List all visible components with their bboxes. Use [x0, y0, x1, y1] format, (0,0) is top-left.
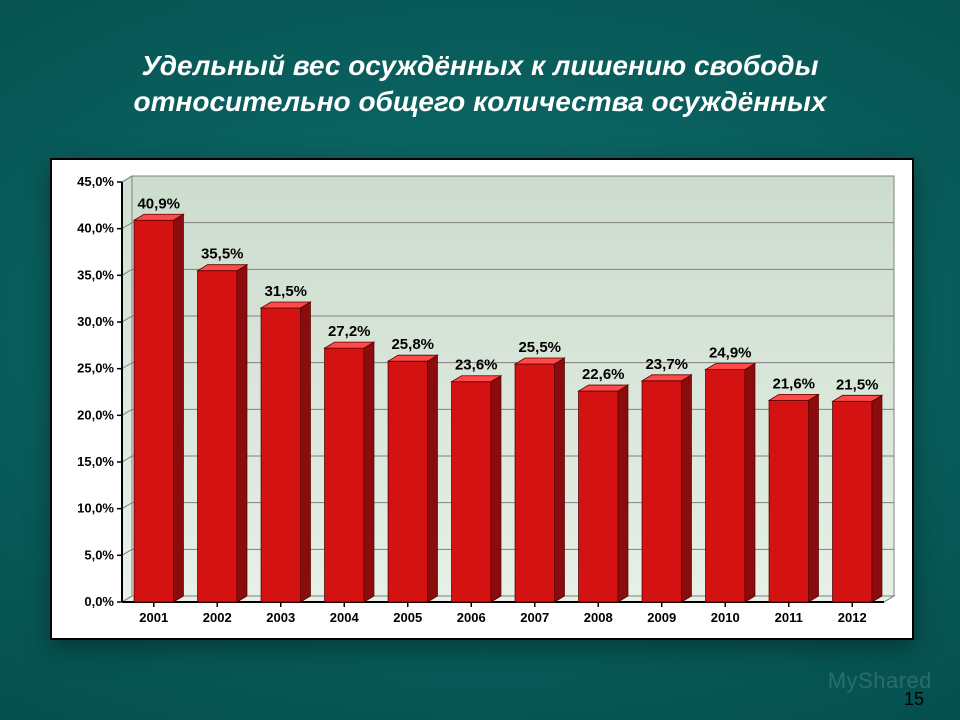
x-tick-label: 2002: [203, 610, 232, 625]
x-tick-label: 2012: [838, 610, 867, 625]
x-tick-label: 2007: [520, 610, 549, 625]
bar-value-label: 23,6%: [455, 357, 498, 374]
bar: [706, 370, 745, 602]
chart-frame: 0,0% 5,0% 10,0% 15,0% 20,0% 25,0% 30,0% 35,0% 40…: [50, 158, 914, 640]
y-tick-label: 45,0%: [77, 174, 114, 189]
x-tick-label: 2009: [647, 610, 676, 625]
y-tick-label: 15,0%: [77, 454, 114, 469]
title-line-2: относительно общего количества осуждённы…: [133, 86, 826, 117]
bar: [515, 364, 554, 602]
x-tick-label: 2005: [393, 610, 422, 625]
x-tick-label: 2010: [711, 610, 740, 625]
bar: [642, 381, 681, 602]
x-tick-label: 2001: [139, 610, 168, 625]
y-tick-label: 10,0%: [77, 501, 114, 516]
x-tick-label: 2003: [266, 610, 295, 625]
bar: [261, 308, 300, 602]
y-tick-label: 0,0%: [84, 594, 114, 609]
bar-value-label: 40,9%: [137, 195, 180, 212]
bar: [769, 400, 808, 602]
y-tick-label: 25,0%: [77, 361, 114, 376]
page-number: 15: [904, 689, 924, 710]
bar: [388, 361, 427, 602]
bar: [452, 382, 491, 602]
bar-value-label: 35,5%: [201, 246, 244, 263]
title-line-1: Удельный вес осуждённых к лишению свобод…: [141, 50, 818, 81]
x-tick-label: 2008: [584, 610, 613, 625]
y-tick-label: 35,0%: [77, 267, 114, 282]
y-tick-label: 20,0%: [77, 407, 114, 422]
bar-value-label: 31,5%: [264, 283, 307, 300]
bar-value-label: 25,5%: [518, 339, 561, 356]
bar-chart: 0,0% 5,0% 10,0% 15,0% 20,0% 25,0% 30,0% 35,0% 40…: [52, 160, 912, 638]
y-tick-label: 40,0%: [77, 221, 114, 236]
x-tick-label: 2004: [330, 610, 360, 625]
bar: [833, 401, 872, 602]
x-tick-label: 2011: [775, 610, 803, 625]
bar-value-label: 25,8%: [391, 336, 434, 353]
bar: [579, 391, 618, 602]
bar: [325, 348, 364, 602]
bar-value-label: 21,6%: [772, 375, 815, 392]
bar-value-label: 23,7%: [645, 356, 688, 373]
x-tick-label: 2006: [457, 610, 486, 625]
bar: [134, 220, 173, 602]
slide-title: Удельный вес осуждённых к лишению свобод…: [0, 48, 960, 121]
bar-value-label: 21,5%: [836, 376, 879, 393]
y-tick-label: 30,0%: [77, 314, 114, 329]
bar-value-label: 24,9%: [709, 345, 752, 362]
bar-value-label: 27,2%: [328, 323, 371, 340]
bar: [198, 271, 237, 602]
bar-value-label: 22,6%: [582, 366, 625, 383]
y-tick-label: 5,0%: [84, 547, 114, 562]
